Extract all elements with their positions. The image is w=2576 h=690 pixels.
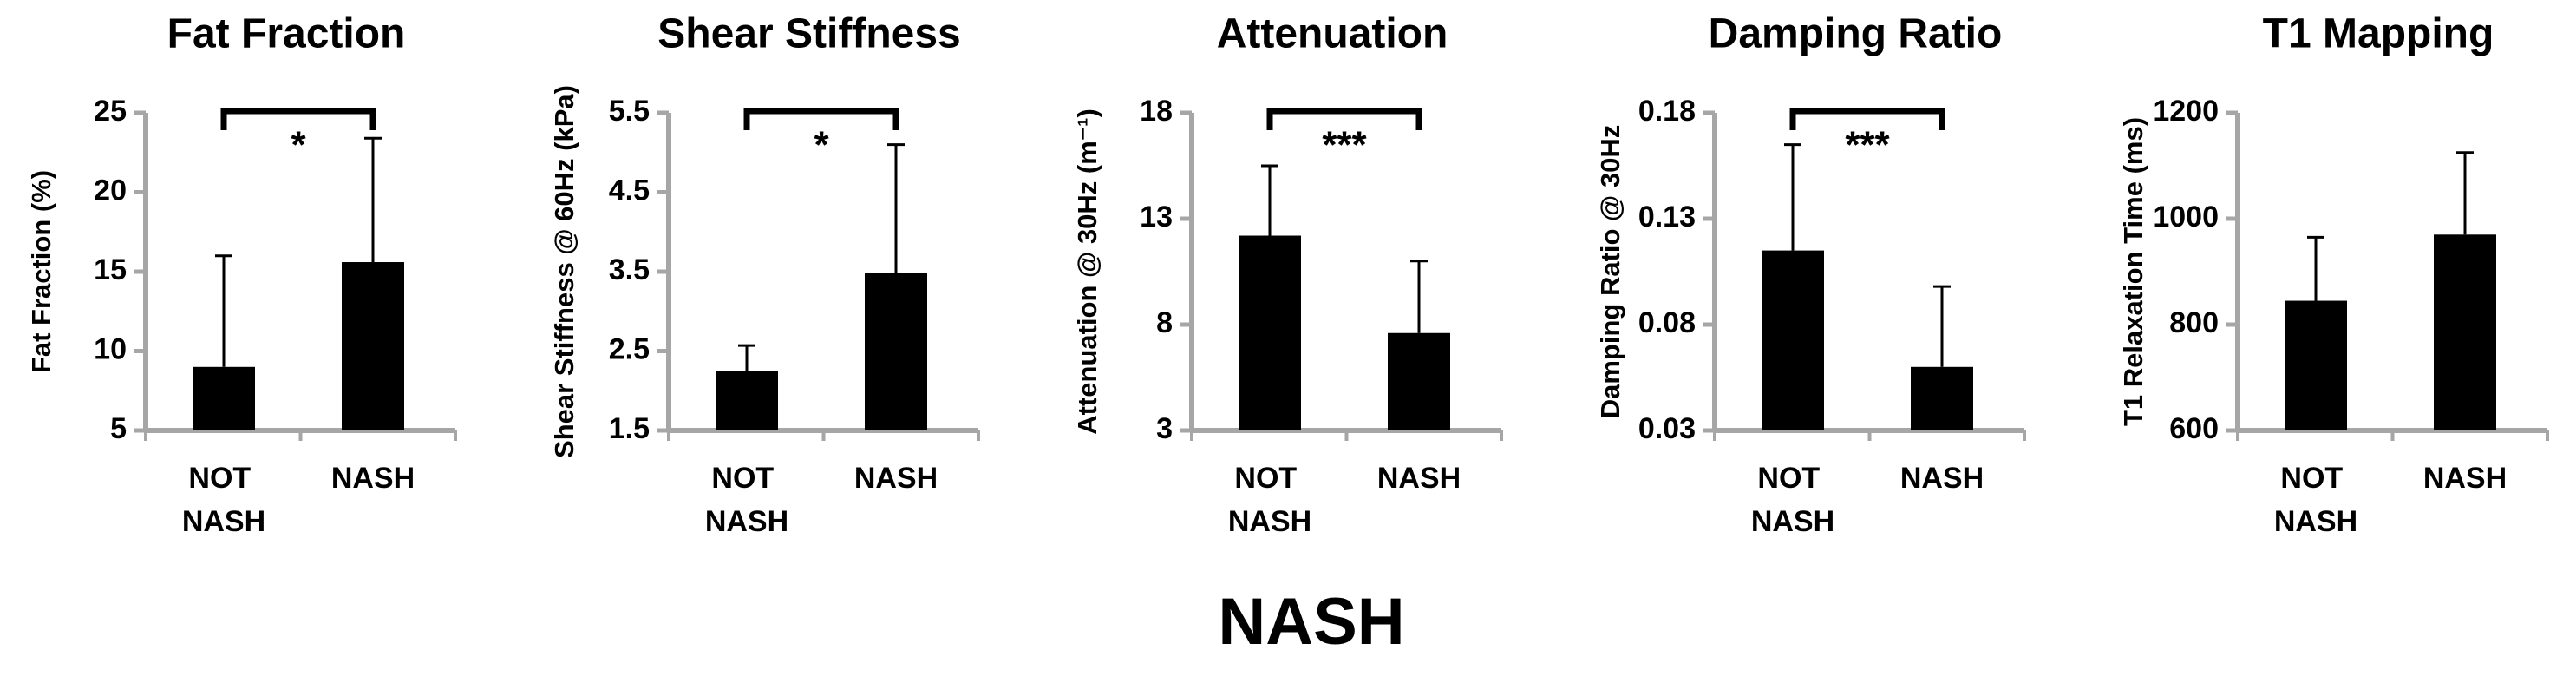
x-tick-label: NOT NASH (705, 462, 788, 538)
chart-title: Damping Ratio (1709, 11, 2003, 57)
y-tick-label: 0.18 (1638, 95, 1696, 128)
y-tick-label: 0.03 (1638, 412, 1696, 445)
bar (1911, 366, 1973, 430)
y-tick-label: 0.13 (1638, 200, 1696, 233)
y-tick-label: 4.5 (609, 174, 650, 207)
x-tick-label: NASH (1900, 462, 1984, 495)
chart-title: T1 Mapping (2263, 11, 2494, 57)
figure-title: NASH (1218, 585, 1404, 659)
x-tick-label: NOT NASH (1228, 462, 1311, 538)
y-tick-label: 600 (2169, 412, 2219, 445)
y-tick-label: 10 (94, 332, 127, 365)
y-tick-label: 20 (94, 174, 127, 207)
y-tick-label: 18 (1140, 95, 1173, 128)
x-tick-label: NOT NASH (182, 462, 265, 538)
bar (193, 366, 255, 430)
bar (2434, 234, 2496, 430)
y-axis-label: Fat Fraction (%) (26, 170, 56, 373)
chart-panel: T1 Mapping T1 Relaxation Time (ms) 600 800 1… (2118, 11, 2549, 538)
y-tick-label: 1200 (2153, 95, 2219, 128)
chart-title: Shear Stiffness (657, 11, 960, 57)
significance-bracket (1266, 108, 1422, 130)
significance-bracket (1789, 108, 1945, 130)
chart-panel: Attenuation Attenuation @ 30Hz (m⁻¹) 3 8 13 1… (1072, 11, 1503, 538)
significance-label: * (291, 124, 306, 167)
significance-label: *** (1845, 124, 1890, 167)
y-tick-label: 2.5 (609, 332, 650, 365)
bar (716, 371, 778, 430)
significance-bracket (220, 108, 376, 130)
x-tick-label: NOT NASH (1751, 462, 1834, 538)
y-tick-label: 1.5 (609, 412, 650, 445)
chart-panel: Shear Stiffness Shear Stiffness @ 60Hz (k… (549, 11, 980, 538)
chart-panel: Damping Ratio Damping Ratio @ 30Hz 0.03 0.0… (1595, 11, 2026, 538)
y-axis-label: Attenuation @ 30Hz (m⁻¹) (1072, 108, 1102, 435)
bar (865, 273, 927, 430)
bar (1239, 235, 1301, 430)
y-tick-label: 800 (2169, 306, 2219, 339)
significance-bracket (743, 108, 899, 130)
chart-title: Attenuation (1217, 11, 1448, 57)
chart-title: Fat Fraction (167, 11, 406, 57)
x-tick-label: NOT NASH (2274, 462, 2357, 538)
y-tick-label: 15 (94, 253, 127, 286)
y-tick-label: 0.08 (1638, 306, 1696, 339)
x-tick-label: NASH (1377, 462, 1461, 495)
significance-label: * (814, 124, 829, 167)
y-tick-label: 8 (1156, 306, 1173, 339)
y-axis-label: Damping Ratio @ 30Hz (1595, 125, 1625, 419)
significance-label: *** (1322, 124, 1367, 167)
y-tick-label: 1000 (2153, 200, 2219, 233)
y-tick-label: 13 (1140, 200, 1173, 233)
y-tick-label: 5.5 (609, 95, 650, 128)
x-tick-label: NASH (2423, 462, 2507, 495)
chart-panel: Fat Fraction Fat Fraction (%) 5 10 15 20 25 NOT… (26, 11, 457, 538)
y-axis-label: T1 Relaxation Time (ms) (2118, 117, 2148, 426)
bar (342, 262, 404, 430)
y-tick-label: 3.5 (609, 253, 650, 286)
y-tick-label: 25 (94, 95, 127, 128)
y-axis-label: Shear Stiffness @ 60Hz (kPa) (549, 85, 579, 458)
y-tick-label: 3 (1156, 412, 1173, 445)
bar (1388, 332, 1450, 430)
bar (2285, 300, 2347, 430)
bar (1762, 250, 1824, 430)
y-tick-label: 5 (110, 412, 127, 445)
x-tick-label: NASH (854, 462, 938, 495)
x-tick-label: NASH (331, 462, 415, 495)
